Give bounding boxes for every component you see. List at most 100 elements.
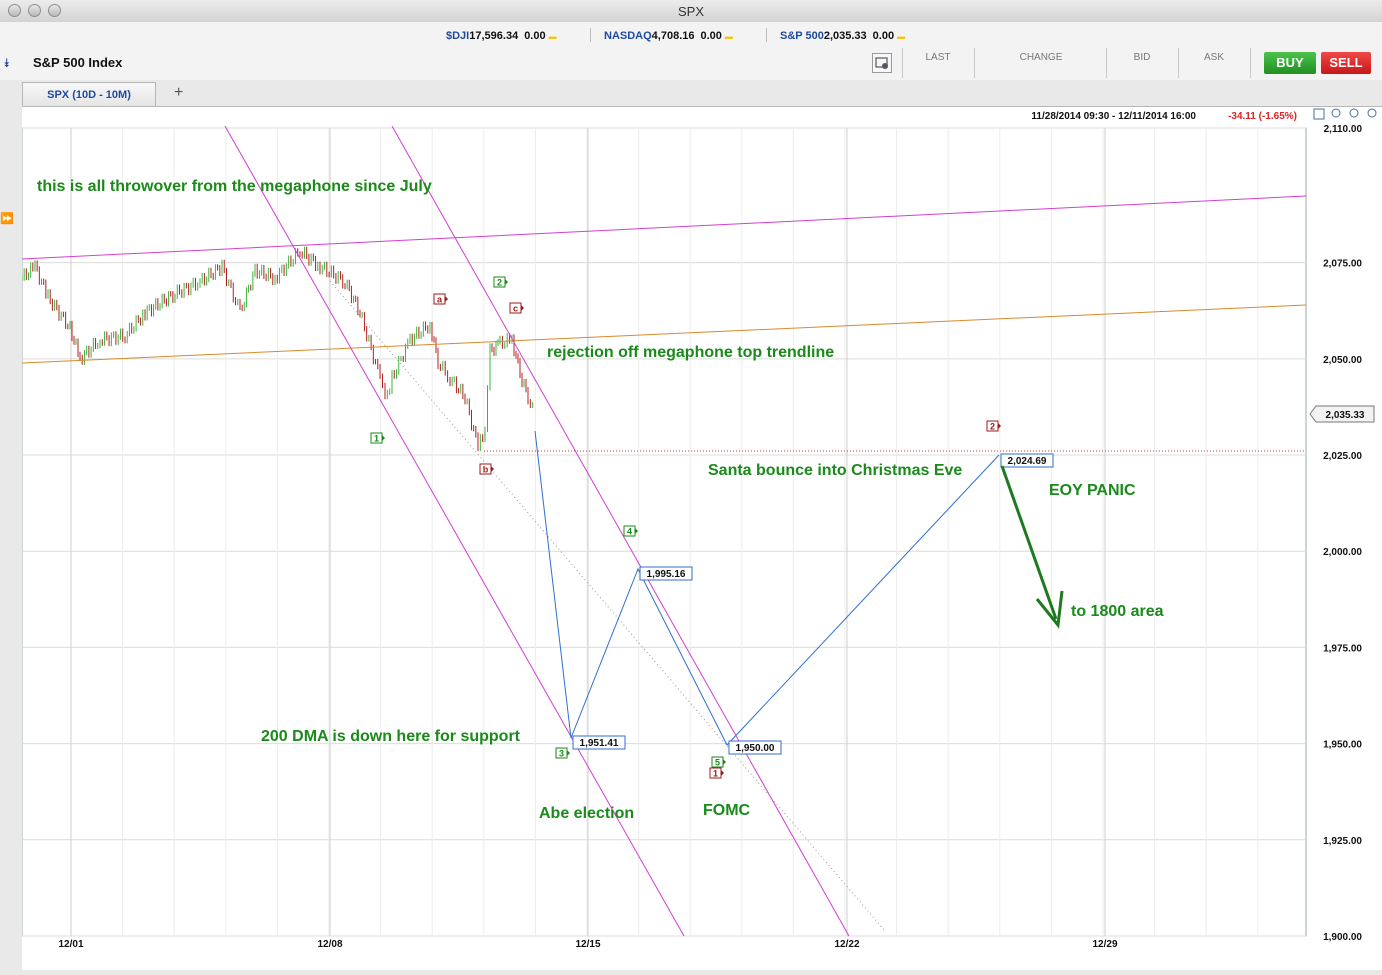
divider	[974, 48, 975, 78]
bid-column-header: BID	[1133, 52, 1151, 63]
ticker-symbol: NASDAQ	[604, 30, 652, 42]
zoom-out-icon[interactable]	[1349, 108, 1359, 118]
wave-marker-label: 1	[713, 769, 718, 779]
channel-lower-line	[224, 125, 685, 937]
collapse-panel-icon[interactable]: ⏩	[0, 213, 14, 225]
wave-marker-pointer	[567, 750, 570, 756]
expand-chevron-icon[interactable]: ⯯	[3, 56, 11, 70]
chart-annotation: EOY PANIC	[1049, 482, 1136, 499]
ticker-nasdaq[interactable]: NASDAQ4,708.16 0.00 ▬	[604, 30, 733, 42]
y-tick-label: 2,000.00	[1323, 547, 1362, 558]
divider	[1106, 48, 1107, 78]
ticker-change: 0.00	[872, 30, 895, 42]
zoom-reset-icon[interactable]	[1367, 108, 1377, 118]
chart-annotation: Abe election	[539, 805, 634, 822]
divider	[1250, 48, 1251, 78]
wave-marker-label: a	[437, 295, 443, 305]
projection-label-box	[639, 566, 693, 581]
wave-marker-label: 1	[374, 434, 379, 444]
wave-marker-label: 5	[715, 758, 720, 768]
ticker-symbol: S&P 500	[780, 30, 824, 42]
projection-path	[534, 430, 1000, 746]
dotted-channel-midline	[329, 280, 886, 932]
change-column-header: CHANGE	[1019, 52, 1063, 63]
divider	[1178, 48, 1179, 78]
sell-button[interactable]: SELL	[1321, 52, 1371, 74]
x-tick-label: 12/15	[575, 939, 600, 950]
ticker-change: 0.00	[700, 30, 722, 42]
fit-view-icon[interactable]	[1313, 108, 1325, 120]
ticker-sp500[interactable]: S&P 5002,035.33 0.00 ▬	[780, 30, 905, 42]
chart-range: 11/28/2014 09:30 - 12/11/2014 16:00	[1031, 111, 1196, 122]
ticker-price: 2,035.33	[823, 30, 867, 42]
window-titlebar: SPX	[0, 0, 1382, 23]
x-tick-label: 12/08	[317, 939, 342, 950]
projection-label: 1,995.16	[647, 569, 686, 580]
y-tick-label: 1,900.00	[1323, 932, 1362, 943]
price-series	[21, 246, 534, 452]
channel-upper-line	[391, 125, 850, 937]
y-tick-label: 2,025.00	[1323, 451, 1362, 462]
wave-marker-pointer	[721, 770, 724, 776]
chart-panel: 1,951.41 1,995.16 1,950.00 2,024.69 1 a 2 c b 4 3 5…	[21, 106, 1382, 970]
zoom-window-button[interactable]	[48, 4, 61, 17]
wave-marker-label: c	[513, 304, 518, 314]
ticker-price: 4,708.16	[651, 30, 695, 42]
projection-label: 2,024.69	[1008, 456, 1047, 467]
wave-marker-pointer	[521, 305, 524, 311]
chart-settings-button[interactable]	[872, 53, 892, 73]
quote-header	[0, 48, 1382, 80]
megaphone-top-trendline	[21, 195, 1307, 260]
ticker-change: 0.00	[524, 30, 546, 42]
minimize-window-button[interactable]	[28, 4, 41, 17]
last-price-label: 2,035.33	[1326, 410, 1365, 421]
ticker-dji[interactable]: $DJI17,596.34 0.00 ▬	[446, 30, 557, 42]
trendlines	[21, 125, 1307, 937]
y-tick-label: 2,050.00	[1323, 355, 1362, 366]
ask-column-header: ASK	[1203, 52, 1224, 63]
wave-marker-pointer	[998, 423, 1001, 429]
last-column-header: LAST	[925, 52, 951, 63]
x-tick-label: 12/01	[58, 939, 83, 950]
y-axis: 2,110.00 2,075.00 2,050.00 2,025.00 2,000.00…	[1309, 124, 1375, 943]
wave-marker-pointer	[635, 528, 638, 534]
megaphone-orange-trendline	[21, 304, 1307, 364]
ticker-symbol: $DJI	[446, 30, 470, 42]
projection-label-box	[572, 735, 626, 750]
last-price-tag	[1309, 405, 1375, 423]
wave-marker-pointer	[723, 759, 726, 765]
price-chart[interactable]: 1,951.41 1,995.16 1,950.00 2,024.69 1 a 2 c b 4 3 5…	[21, 107, 1382, 970]
instrument-name: S&P 500 Index	[33, 55, 123, 70]
chart-annotation: rejection off megaphone top trendline	[547, 344, 834, 361]
chart-annotation: 200 DMA is down here for support	[261, 728, 521, 745]
buy-button[interactable]: BUY	[1264, 52, 1316, 74]
flat-arrow-icon: ▬	[897, 32, 906, 41]
wave-marker-label: b	[483, 465, 489, 475]
wave-marker-label: 2	[990, 422, 995, 432]
ticker-price: 17,596.34	[469, 30, 519, 42]
add-tab-button[interactable]: +	[174, 84, 184, 101]
chart-period-change: -34.11 (-1.65%)	[1228, 111, 1297, 122]
wave-marker-label: 4	[627, 527, 632, 537]
y-tick-label: 1,975.00	[1323, 643, 1362, 654]
wave-marker-label: 2	[497, 278, 502, 288]
wave-marker-pointer	[382, 435, 385, 441]
zoom-toolbar[interactable]	[1313, 108, 1377, 120]
y-tick-label: 2,110.00	[1324, 124, 1363, 135]
wave-markers: 1,951.41 1,995.16 1,950.00 2,024.69 1 a 2 c b 4 3 5…	[370, 276, 1054, 779]
flat-arrow-icon: ▬	[724, 32, 733, 41]
window-title: SPX	[677, 4, 704, 19]
wave-marker-pointer	[445, 296, 448, 302]
chart-annotation: this is all throwover from the megaphone…	[37, 178, 432, 195]
projection-label: 1,951.41	[580, 738, 619, 749]
divider	[766, 28, 767, 42]
y-tick-label: 2,075.00	[1323, 259, 1362, 270]
ticker-strip	[0, 22, 1382, 48]
wave-marker-pointer	[505, 279, 508, 285]
chart-tab-bar: SPX (10D - 10M) +	[22, 82, 1382, 108]
divider	[902, 48, 903, 78]
zoom-in-icon[interactable]	[1331, 108, 1341, 118]
chart-annotation: FOMC	[703, 802, 751, 819]
tab-spx[interactable]: SPX (10D - 10M)	[22, 82, 156, 107]
close-window-button[interactable]	[8, 4, 21, 17]
